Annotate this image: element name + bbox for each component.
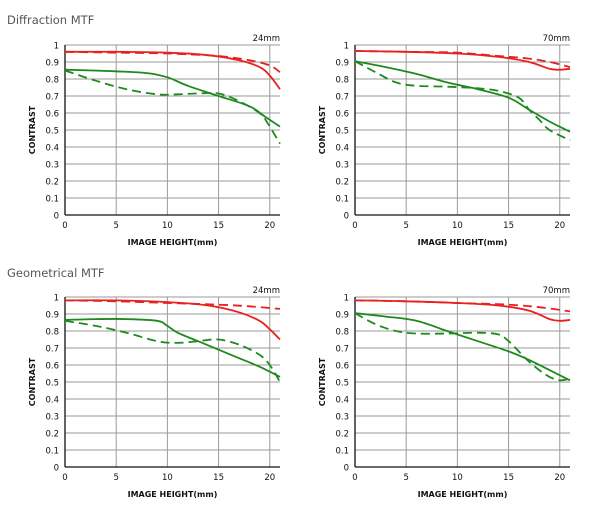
x-tick-label: 10 — [162, 473, 173, 483]
y-tick-label: 0 — [54, 212, 59, 222]
y-tick-label: 0.4 — [335, 144, 349, 154]
y-axis-title: CONTRAST — [28, 105, 37, 154]
y-tick-label: 0.1 — [45, 195, 59, 205]
y-tick-label: 0.2 — [45, 430, 59, 440]
y-tick-label: 0.8 — [335, 328, 349, 338]
series-line-green-dashed — [64, 319, 281, 383]
y-tick-label: 0.6 — [335, 362, 349, 372]
focal-length-label: 24mm — [253, 286, 280, 296]
series-line-green-solid — [354, 312, 571, 382]
series-line-red-dashed — [354, 299, 571, 313]
y-tick-label: 0 — [54, 464, 59, 474]
y-tick-label: 0.5 — [335, 379, 349, 389]
x-tick-label: 10 — [452, 473, 463, 483]
x-tick-label: 15 — [503, 473, 514, 483]
focal-length-label: 70mm — [543, 34, 570, 44]
y-tick-label: 0.9 — [45, 59, 59, 69]
y-tick-label: 0.5 — [45, 379, 59, 389]
x-tick-label: 10 — [452, 221, 463, 231]
y-tick-label: 0.7 — [45, 345, 59, 355]
x-axis-title: IMAGE HEIGHT(mm) — [418, 490, 508, 499]
y-tick-label: 0.3 — [335, 413, 349, 423]
y-tick-label: 0.3 — [45, 161, 59, 171]
x-axis-title: IMAGE HEIGHT(mm) — [418, 238, 508, 247]
y-axis-title: CONTRAST — [318, 105, 327, 154]
y-tick-label: 0.9 — [45, 311, 59, 321]
y-tick-label: 1 — [54, 42, 59, 52]
x-tick-label: 15 — [503, 221, 514, 231]
y-tick-label: 0.1 — [45, 447, 59, 457]
y-tick-label: 0.8 — [45, 76, 59, 86]
x-tick-label: 20 — [264, 473, 275, 483]
y-tick-label: 1 — [344, 294, 349, 304]
y-tick-label: 0.5 — [45, 127, 59, 137]
y-tick-label: 0.8 — [45, 328, 59, 338]
series-line-green-dashed — [64, 69, 281, 145]
y-tick-label: 0.7 — [335, 93, 349, 103]
y-tick-label: 0.5 — [335, 127, 349, 137]
series-line-red-dashed — [64, 299, 281, 310]
x-tick-label: 5 — [403, 473, 408, 483]
y-tick-label: 0.6 — [335, 110, 349, 120]
y-tick-label: 0.6 — [45, 362, 59, 372]
y-tick-label: 0 — [344, 464, 349, 474]
series-line-red-solid — [64, 299, 281, 341]
y-tick-label: 0.8 — [335, 76, 349, 86]
x-tick-label: 20 — [554, 473, 565, 483]
focal-length-label: 70mm — [543, 286, 570, 296]
y-tick-label: 0.7 — [335, 345, 349, 355]
y-tick-label: 0.6 — [45, 110, 59, 120]
x-tick-label: 20 — [554, 221, 565, 231]
y-tick-label: 1 — [54, 294, 59, 304]
series-line-red-solid — [354, 50, 571, 71]
focal-length-label: 24mm — [253, 34, 280, 44]
y-tick-label: 0.2 — [335, 178, 349, 188]
x-tick-label: 0 — [62, 473, 67, 483]
series-line-red-dashed — [354, 50, 571, 68]
series-line-green-solid — [64, 68, 281, 128]
x-tick-label: 0 — [62, 221, 67, 231]
y-tick-label: 0.3 — [335, 161, 349, 171]
y-axis-title: CONTRAST — [28, 357, 37, 406]
y-tick-label: 0.9 — [335, 311, 349, 321]
x-tick-label: 5 — [113, 221, 118, 231]
x-axis-title: IMAGE HEIGHT(mm) — [128, 238, 218, 247]
y-tick-label: 0.4 — [45, 396, 59, 406]
series-line-green-dashed — [354, 312, 571, 382]
y-tick-label: 0.2 — [45, 178, 59, 188]
mtf-chart-geometrical-24mm: 00.10.20.30.40.50.60.70.80.910 5 10 15 2024m… — [28, 286, 281, 499]
y-tick-label: 0.1 — [335, 447, 349, 457]
y-tick-label: 0.7 — [45, 93, 59, 103]
section-title-diffraction: Diffraction MTF — [7, 13, 95, 27]
y-tick-label: 0.9 — [335, 59, 349, 69]
y-tick-label: 0 — [344, 212, 349, 222]
mtf-chart-diffraction-24mm: 00.10.20.30.40.50.60.70.80.910 5 10 15 2024m… — [28, 34, 281, 247]
y-tick-label: 0.2 — [335, 430, 349, 440]
x-tick-label: 5 — [403, 221, 408, 231]
y-tick-label: 0.1 — [335, 195, 349, 205]
x-tick-label: 0 — [352, 221, 357, 231]
y-tick-label: 0.3 — [45, 413, 59, 423]
x-tick-label: 0 — [352, 473, 357, 483]
x-tick-label: 5 — [113, 473, 118, 483]
section-title-geometrical: Geometrical MTF — [7, 266, 105, 280]
series-line-green-solid — [64, 318, 281, 378]
y-tick-label: 0.4 — [45, 144, 59, 154]
mtf-chart-geometrical-70mm: 00.10.20.30.40.50.60.70.80.910 5 10 15 2070m… — [318, 286, 571, 499]
y-axis-title: CONTRAST — [318, 357, 327, 406]
x-tick-label: 20 — [264, 221, 275, 231]
mtf-chart-diffraction-70mm: 00.10.20.30.40.50.60.70.80.910 5 10 15 2070m… — [318, 34, 571, 247]
x-tick-label: 15 — [213, 473, 224, 483]
series-line-red-solid — [354, 299, 571, 322]
x-tick-label: 15 — [213, 221, 224, 231]
y-tick-label: 0.4 — [335, 396, 349, 406]
y-tick-label: 1 — [344, 42, 349, 52]
series-line-green-dashed — [354, 60, 571, 142]
x-axis-title: IMAGE HEIGHT(mm) — [128, 490, 218, 499]
x-tick-label: 10 — [162, 221, 173, 231]
